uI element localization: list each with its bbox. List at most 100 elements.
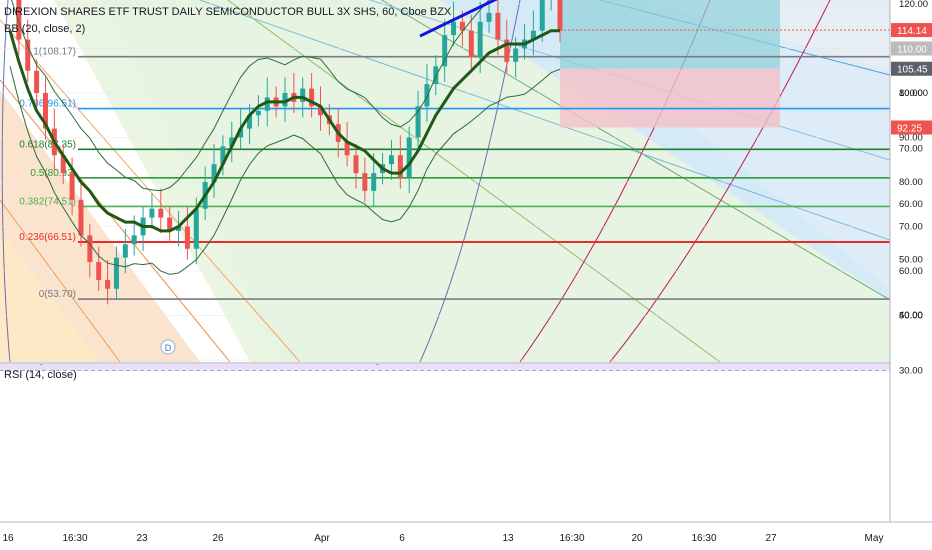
- candle: [42, 93, 48, 129]
- candle: [211, 164, 217, 182]
- candle: [415, 106, 421, 138]
- time-tick-label: May: [865, 533, 884, 544]
- price-tick-label: 50.00: [899, 311, 923, 322]
- time-tick-label: 6: [399, 533, 405, 544]
- candle: [167, 217, 173, 231]
- candle: [424, 84, 430, 107]
- rsi-legend: RSI (14, close): [4, 369, 77, 381]
- price-axis-bg: [890, 0, 932, 550]
- candle: [69, 173, 75, 200]
- candle: [495, 12, 501, 40]
- time-tick-label: 16: [2, 533, 14, 544]
- time-tick-label: 16:30: [62, 533, 87, 544]
- candle: [477, 21, 483, 58]
- fan-line-0: [0, 19, 301, 362]
- candle: [362, 173, 368, 191]
- fib-level-label: 0(53.70): [39, 289, 76, 300]
- fib-arc-3: [609, 0, 831, 362]
- fan-line-5: [199, 0, 890, 241]
- rsi-tick-label: 50.00: [899, 255, 923, 266]
- candle: [149, 208, 155, 218]
- rsi-tick-label: 30.00: [899, 366, 923, 377]
- time-tick-label: Apr: [314, 533, 330, 544]
- rsi-tick-label: 60.00: [899, 199, 923, 210]
- candle: [442, 35, 448, 67]
- position-stop-zone: [560, 68, 780, 128]
- candle: [504, 39, 510, 62]
- candle: [158, 208, 164, 218]
- candle: [300, 88, 306, 102]
- rsi-tick-label: 80.00: [899, 88, 923, 99]
- candle: [344, 141, 350, 156]
- price-tick-label: 120.00: [899, 0, 928, 10]
- price-label-box: [891, 120, 932, 135]
- candle: [16, 0, 22, 40]
- candle: [34, 70, 40, 93]
- candle: [229, 137, 235, 147]
- time-tick-label: 13: [502, 533, 514, 544]
- candle: [122, 244, 128, 258]
- candle: [468, 30, 474, 58]
- candle: [513, 48, 519, 62]
- candle: [459, 21, 465, 31]
- candle: [539, 0, 545, 31]
- candle: [113, 257, 119, 289]
- price-label-box: [891, 23, 932, 38]
- price-tick-label: 60.00: [899, 266, 923, 277]
- candle: [78, 199, 84, 236]
- price-pane: 1.618(141.84)1(108.17)0.786(96.51)0.618(…: [0, 0, 890, 362]
- fib-level-label: 0.236(66.51): [19, 232, 76, 243]
- candle: [176, 226, 182, 231]
- candle: [25, 39, 31, 71]
- candle: [530, 30, 536, 40]
- fib-level-label: 0.618(87.35): [19, 139, 76, 150]
- candle: [557, 0, 563, 31]
- candle: [309, 88, 315, 107]
- fan-zone-amber: [0, 230, 100, 362]
- dividend-marker: [160, 339, 176, 355]
- price-tick-label: 90.00: [899, 133, 923, 144]
- candle: [131, 235, 137, 245]
- candle: [184, 226, 190, 249]
- candle: [247, 115, 253, 129]
- price-tick-label: 80.00: [899, 177, 923, 188]
- price-label-box: [891, 41, 932, 56]
- rsi-tick-label: 70.00: [899, 144, 923, 155]
- bb-basis: [8, 29, 560, 233]
- candle: [451, 21, 457, 36]
- dividend-marker-label: D: [165, 343, 172, 353]
- candle: [96, 262, 102, 280]
- candle: [193, 208, 199, 249]
- candle: [397, 155, 403, 178]
- candle: [87, 235, 93, 263]
- candle: [282, 93, 288, 107]
- time-tick-label: 16:30: [559, 533, 584, 544]
- candle: [433, 66, 439, 85]
- fib-level-label: 0.382(74.51): [19, 196, 76, 207]
- rsi-tick-label: 40.00: [899, 310, 923, 321]
- price-tick-label: 100.00: [899, 88, 928, 99]
- fib-level-label: 1(108.17): [33, 47, 76, 58]
- price-label: 105.45: [897, 65, 928, 76]
- price-label: 92.25: [897, 123, 922, 134]
- bb-lower: [9, 66, 561, 275]
- price-tick-label: 70.00: [899, 222, 923, 233]
- position-target-zone: [560, 0, 780, 69]
- price-label: 114.14: [897, 26, 927, 37]
- rsi-pane: [0, 364, 890, 522]
- candle: [317, 106, 323, 116]
- bb-upper: [11, 0, 490, 192]
- candle: [486, 12, 492, 22]
- pane-separator: [0, 362, 932, 364]
- candle: [264, 97, 270, 111]
- time-tick-label: 26: [212, 533, 224, 544]
- time-tick-label: 16:30: [691, 533, 716, 544]
- candle: [105, 279, 111, 289]
- candle: [60, 155, 66, 174]
- price-label-box: [891, 61, 932, 76]
- time-tick-label: 23: [136, 533, 148, 544]
- candle: [353, 155, 359, 174]
- candle: [255, 110, 261, 116]
